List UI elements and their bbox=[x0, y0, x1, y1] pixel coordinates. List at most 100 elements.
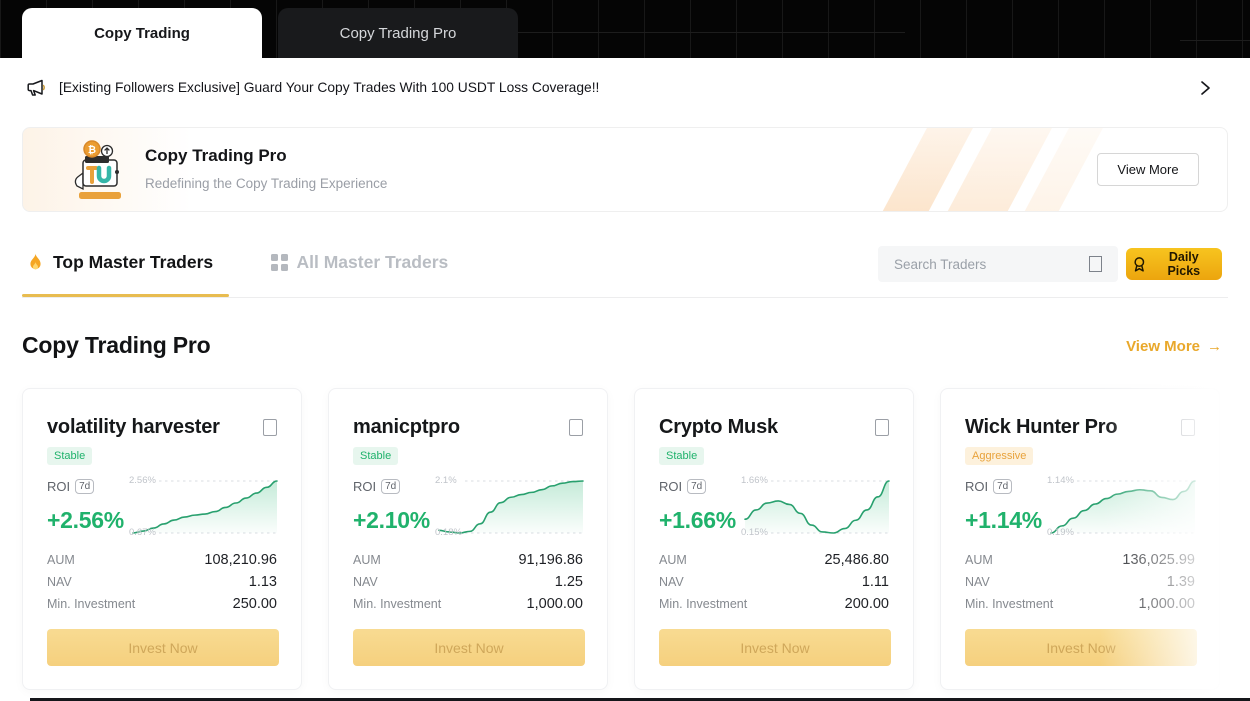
stat-row-min-investment: Min. Investment 1,000.00 bbox=[965, 593, 1195, 615]
min-investment-label: Min. Investment bbox=[353, 597, 442, 611]
trader-card: volatility harvester Stable ROI 7d +2.56… bbox=[22, 388, 302, 690]
tab-copy-trading-pro[interactable]: Copy Trading Pro bbox=[278, 8, 518, 58]
bookmark-icon[interactable] bbox=[569, 419, 583, 436]
section-header: Copy Trading Pro View More → bbox=[22, 332, 1228, 366]
roi-sparkline: 2.1% 0.18% bbox=[435, 475, 585, 541]
chart-grid-line bbox=[1180, 40, 1250, 41]
arrow-right-icon: → bbox=[1207, 338, 1222, 355]
stat-row-nav: NAV 1.39 bbox=[965, 571, 1195, 593]
roi-value: +1.14% bbox=[965, 507, 1042, 533]
aum-value: 108,210.96 bbox=[204, 552, 277, 568]
roi-period-chip: 7d bbox=[75, 479, 95, 494]
nav-label: NAV bbox=[659, 575, 684, 589]
min-investment-value: 250.00 bbox=[232, 596, 277, 612]
nav-value: 1.11 bbox=[861, 574, 889, 590]
chart-grid-line bbox=[330, 32, 905, 33]
roi-label: ROI bbox=[659, 479, 683, 494]
roi-label: ROI bbox=[353, 479, 377, 494]
stat-row-nav: NAV 1.13 bbox=[47, 571, 277, 593]
trader-card: Wick Hunter Pro Aggressive ROI 7d +1.14%… bbox=[940, 388, 1220, 690]
risk-badge: Stable bbox=[659, 447, 705, 465]
medal-icon bbox=[1134, 256, 1145, 272]
chart-low-label: 0.67% bbox=[129, 527, 156, 538]
min-investment-value: 1,000.00 bbox=[526, 596, 583, 612]
invest-now-button[interactable]: Invest Now bbox=[47, 629, 279, 666]
cards-row: volatility harvester Stable ROI 7d +2.56… bbox=[22, 388, 1250, 692]
stat-row-min-investment: Min. Investment 250.00 bbox=[47, 593, 277, 615]
search-input[interactable] bbox=[892, 255, 1089, 273]
min-investment-value: 1,000.00 bbox=[1138, 596, 1195, 612]
nav-value: 1.25 bbox=[554, 574, 583, 590]
nav-label: NAV bbox=[965, 575, 990, 589]
chart-low-label: 0.18% bbox=[435, 527, 462, 538]
tab-top-master-traders[interactable]: Top Master Traders bbox=[27, 252, 213, 273]
page-header: Copy Trading Copy Trading Pro bbox=[0, 0, 1250, 58]
aum-value: 136,025.99 bbox=[1122, 552, 1195, 568]
stat-row-aum: AUM 108,210.96 bbox=[47, 549, 277, 571]
nav-value: 1.13 bbox=[248, 574, 277, 590]
bookmark-icon[interactable] bbox=[1181, 419, 1195, 436]
announcement-text: [Existing Followers Exclusive] Guard You… bbox=[59, 80, 600, 95]
tab-all-master-traders[interactable]: All Master Traders bbox=[271, 252, 448, 273]
announcement-bar[interactable]: [Existing Followers Exclusive] Guard You… bbox=[0, 58, 1250, 122]
promo-title: Copy Trading Pro bbox=[145, 146, 287, 165]
aum-label: AUM bbox=[47, 553, 75, 567]
megaphone-icon bbox=[27, 79, 45, 96]
trader-card: manicptpro Stable ROI 7d +2.10% 2.1% 0.1… bbox=[328, 388, 608, 690]
risk-badge: Stable bbox=[47, 447, 93, 465]
stat-row-min-investment: Min. Investment 200.00 bbox=[659, 593, 889, 615]
stat-row-nav: NAV 1.11 bbox=[659, 571, 889, 593]
stat-row-aum: AUM 25,486.80 bbox=[659, 549, 889, 571]
min-investment-label: Min. Investment bbox=[659, 597, 748, 611]
roi-period-chip: 7d bbox=[993, 479, 1013, 494]
flame-icon bbox=[30, 253, 41, 269]
stat-row-aum: AUM 91,196.86 bbox=[353, 549, 583, 571]
tab-copy-trading[interactable]: Copy Trading bbox=[22, 8, 262, 58]
next-section-edge bbox=[30, 698, 1250, 701]
promo-view-more-button[interactable]: View More bbox=[1097, 153, 1199, 186]
trader-name[interactable]: manicptpro bbox=[353, 416, 460, 438]
promo-illustration: ₿ bbox=[74, 140, 121, 199]
daily-picks-label: Daily Picks bbox=[1167, 250, 1201, 278]
roi-label: ROI bbox=[965, 479, 989, 494]
min-investment-value: 200.00 bbox=[844, 596, 889, 612]
bookmark-icon[interactable] bbox=[263, 419, 277, 436]
trader-name[interactable]: volatility harvester bbox=[47, 416, 220, 438]
chart-low-label: 0.19% bbox=[1047, 527, 1074, 538]
stat-row-min-investment: Min. Investment 1,000.00 bbox=[353, 593, 583, 615]
grid-icon bbox=[271, 254, 288, 271]
daily-picks-button[interactable]: Daily Picks bbox=[1126, 248, 1222, 280]
invest-now-button[interactable]: Invest Now bbox=[353, 629, 585, 666]
svg-text:₿: ₿ bbox=[88, 144, 96, 156]
stat-row-aum: AUM 136,025.99 bbox=[965, 549, 1195, 571]
roi-value: +2.10% bbox=[353, 507, 430, 533]
trader-stats: AUM 25,486.80 NAV 1.11 Min. Investment 2… bbox=[659, 549, 889, 615]
search-traders-box[interactable] bbox=[878, 246, 1118, 282]
chart-high-label: 1.14% bbox=[1047, 475, 1074, 486]
bookmark-icon[interactable] bbox=[875, 419, 889, 436]
invest-now-button[interactable]: Invest Now bbox=[659, 629, 891, 666]
trader-stats: AUM 136,025.99 NAV 1.39 Min. Investment … bbox=[965, 549, 1195, 615]
nav-value: 1.39 bbox=[1166, 574, 1195, 590]
trader-name[interactable]: Crypto Musk bbox=[659, 416, 778, 438]
roi-sparkline: 2.56% 0.67% bbox=[129, 475, 279, 541]
chevron-right-icon[interactable] bbox=[1198, 79, 1212, 97]
trader-card: Crypto Musk Stable ROI 7d +1.66% 1.66% 0… bbox=[634, 388, 914, 690]
trader-name[interactable]: Wick Hunter Pro bbox=[965, 416, 1118, 438]
section-title: Copy Trading Pro bbox=[22, 332, 211, 358]
traders-tab-row: Top Master Traders All Master Traders Da… bbox=[22, 240, 1228, 298]
chart-low-label: 0.15% bbox=[741, 527, 768, 538]
tab-label: Top Master Traders bbox=[53, 252, 214, 272]
roi-period-chip: 7d bbox=[381, 479, 401, 494]
aum-value: 25,486.80 bbox=[824, 552, 889, 568]
risk-badge: Aggressive bbox=[965, 447, 1034, 465]
invest-now-button[interactable]: Invest Now bbox=[965, 629, 1197, 666]
search-icon[interactable] bbox=[1089, 256, 1102, 272]
promo-subtitle: Redefining the Copy Trading Experience bbox=[145, 176, 388, 191]
risk-badge: Stable bbox=[353, 447, 399, 465]
aum-label: AUM bbox=[965, 553, 993, 567]
trader-stats: AUM 91,196.86 NAV 1.25 Min. Investment 1… bbox=[353, 549, 583, 615]
chart-high-label: 2.56% bbox=[129, 475, 156, 486]
section-view-more-link[interactable]: View More → bbox=[1126, 338, 1222, 355]
